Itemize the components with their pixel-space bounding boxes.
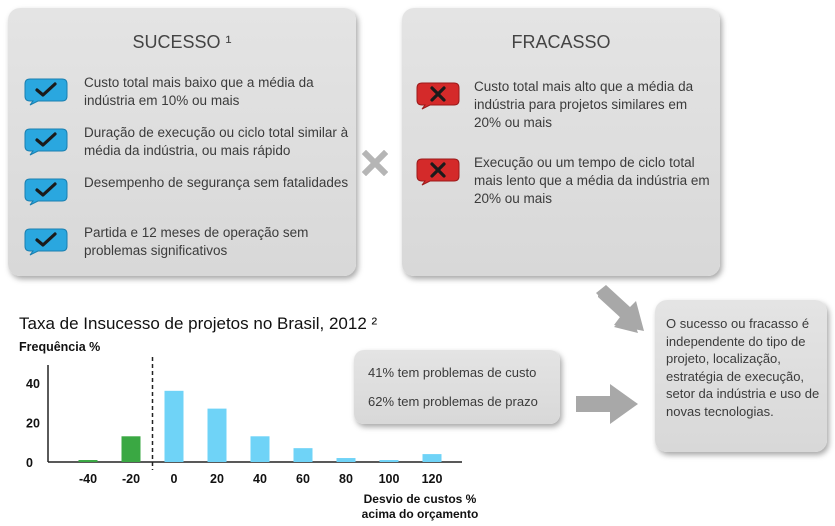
histogram-bar	[78, 460, 98, 462]
success-item-text: Partida e 12 meses de operação sem probl…	[84, 225, 309, 258]
stat-schedule-problems: 62% tem problemas de prazo	[368, 394, 538, 409]
histogram-bar	[379, 460, 399, 462]
histogram-bar	[121, 436, 141, 462]
x-tick-label: 60	[296, 472, 310, 486]
chart-y-axis-label: Frequência %	[19, 340, 101, 354]
x-separator-icon	[362, 150, 388, 176]
histogram-bar	[336, 458, 356, 462]
histogram-bar	[207, 408, 227, 462]
failure-panel: FRACASSO Custo total mais alto que a méd…	[402, 8, 720, 276]
failure-item-text: Custo total mais alto que a média da ind…	[474, 79, 694, 130]
conclusion-text: O sucesso ou fracasso é independente do …	[666, 316, 820, 419]
y-tick-label: 0	[26, 456, 33, 470]
y-tick-label: 20	[26, 416, 40, 430]
diagonal-arrow-icon	[596, 285, 644, 333]
success-item-text: Custo total mais baixo que a média da in…	[84, 75, 314, 108]
stat-cost-problems: 41% tem problemas de custo	[368, 365, 537, 380]
x-tick-label: 40	[253, 472, 267, 486]
failure-item-text: Execução ou um tempo de ciclo total mais…	[474, 155, 710, 206]
x-tick-label: -40	[79, 472, 97, 486]
chart-x-axis-label: Desvio de custos % acima do orçamento	[361, 492, 479, 521]
histogram-chart: 0 20 40 -40 -20 0 20 40 60 80 100 120	[26, 357, 462, 486]
success-item-text: Desempenho de segurança sem fatalidades	[84, 175, 349, 190]
cross-bubble-icon	[416, 158, 460, 186]
x-tick-label: 100	[379, 472, 400, 486]
x-tick-label: 120	[422, 472, 443, 486]
histogram-bar	[250, 436, 270, 462]
conclusion-panel: O sucesso ou fracasso é independente do …	[655, 300, 827, 452]
histogram-bar	[422, 454, 442, 462]
check-bubble-icon	[24, 228, 68, 256]
success-item-text: Duração de execução ou ciclo total simil…	[84, 125, 349, 158]
x-tick-label: 20	[210, 472, 224, 486]
right-arrow-icon	[576, 384, 638, 424]
check-bubble-icon	[24, 78, 68, 106]
success-panel: SUCESSO ¹ Custo total mais baixo que a m…	[8, 8, 356, 276]
x-tick-label: 80	[339, 472, 353, 486]
x-tick-label: 0	[171, 472, 178, 486]
check-bubble-icon	[24, 128, 68, 156]
histogram-bar	[164, 390, 184, 462]
check-bubble-icon	[24, 178, 68, 206]
chart-title: Taxa de Insucesso de projetos no Brasil,…	[19, 314, 378, 333]
x-tick-label: -20	[122, 472, 140, 486]
y-tick-label: 40	[26, 377, 40, 391]
histogram-bar	[293, 448, 313, 462]
success-title: SUCESSO ¹	[132, 32, 232, 52]
stats-panel: 41% tem problemas de custo 62% tem probl…	[354, 350, 560, 424]
cross-bubble-icon	[416, 82, 460, 110]
failure-title: FRACASSO	[511, 32, 611, 52]
